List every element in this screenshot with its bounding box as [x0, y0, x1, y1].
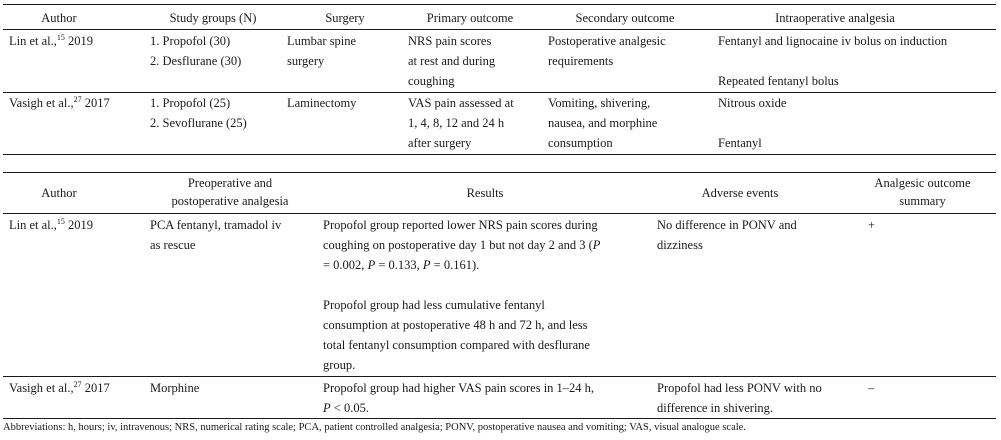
t1-r2-author: Vasigh et al.,27 2017: [9, 95, 110, 111]
t2-header-summary-line-2: summary: [899, 194, 946, 208]
t2-r2-preop: Morphine: [150, 381, 200, 395]
t2-r2-summary: –: [868, 381, 875, 395]
t1-r1-group-2: 2. Desflurane (30): [150, 54, 242, 68]
t1-r1-intraop-line-1: Fentanyl and lignocaine iv bolus on indu…: [718, 34, 948, 48]
t2-r1-author: Lin et al.,15 2019: [9, 217, 94, 233]
t1-r2-primary-line-1: VAS pain assessed at: [408, 96, 514, 110]
t2-r2-results-line-1: Propofol group had higher VAS pain score…: [323, 381, 595, 395]
t1-r1-surgery-line-1: Lumbar spine: [287, 34, 357, 48]
t1-r1-secondary-line-1: Postoperative analgesic: [548, 34, 666, 48]
t2-r1-summary: +: [868, 218, 876, 232]
t2-r1-adverse-line-2: dizziness: [657, 238, 703, 252]
t1-header-primary-outcome: Primary outcome: [426, 11, 514, 25]
t2-r2-author: Vasigh et al.,27 2017: [9, 380, 110, 396]
t2-r1-adverse-line-1: No difference in PONV and: [657, 218, 797, 232]
table-2-row-rule: [3, 376, 996, 377]
t2-r1-results-line-1: Propofol group reported lower NRS pain s…: [323, 218, 598, 232]
t2-header-preop-line-2: postoperative analgesia: [171, 194, 289, 208]
table-1-bottom-rule: [3, 154, 996, 155]
table-1-header-rule: [3, 29, 996, 30]
t2-r2-adverse-line-1: Propofol had less PONV with no: [657, 381, 822, 395]
t2-r1-results-p2-line-2: consumption at postoperative 48 h and 72…: [323, 318, 588, 332]
table-1-row-rule: [3, 92, 996, 93]
t1-r1-author: Lin et al.,15 2019: [9, 33, 94, 49]
t1-r2-group-2: 2. Sevoflurane (25): [150, 116, 247, 130]
t1-r2-group-1: 1. Propofol (25): [150, 96, 231, 110]
t1-r2-secondary-line-2: nausea, and morphine: [548, 116, 658, 130]
t2-r1-results-p2-line-4: group.: [323, 358, 356, 372]
table-1-top-rule: [3, 4, 996, 5]
abbreviations-footnote: Abbreviations: h, hours; iv, intravenous…: [3, 422, 746, 433]
t1-r2-surgery: Laminectomy: [287, 96, 357, 110]
t1-header-intraoperative-analgesia: Intraoperative analgesia: [775, 11, 895, 25]
t1-r2-secondary-line-1: Vomiting, shivering,: [548, 96, 651, 110]
t2-header-results: Results: [466, 186, 504, 200]
t2-r2-results-line-2: P < 0.05.: [323, 401, 369, 415]
t1-r1-intraop-line-2: Repeated fentanyl bolus: [718, 74, 839, 88]
t1-header-study-groups: Study groups (N): [169, 11, 257, 25]
table-2-top-rule: [3, 172, 996, 173]
t1-r1-primary-line-3: coughing: [408, 74, 455, 88]
t2-r1-preop-line-1: PCA fentanyl, tramadol iv: [150, 218, 282, 232]
t1-header-surgery: Surgery: [325, 11, 365, 25]
t1-r2-primary-line-2: 1, 4, 8, 12 and 24 h: [408, 116, 505, 130]
t1-r1-surgery-line-2: surgery: [287, 54, 325, 68]
t1-header-secondary-outcome: Secondary outcome: [575, 11, 675, 25]
t2-header-preop-line-1: Preoperative and: [187, 176, 273, 190]
t2-r2-adverse-line-2: difference in shivering.: [657, 401, 774, 415]
t1-r1-primary-line-1: NRS pain scores: [408, 34, 492, 48]
t1-r2-intraop-line-2: Fentanyl: [718, 136, 762, 150]
t2-r1-results-p2-line-1: Propofol group had less cumulative fenta…: [323, 298, 545, 312]
t2-r1-results-p2-line-3: total fentanyl consumption compared with…: [323, 338, 590, 352]
t2-r1-results-line-2: coughing on postoperative day 1 but not …: [323, 238, 601, 252]
t2-r1-results-line-3: = 0.002, P = 0.133, P = 0.161).: [323, 258, 480, 272]
t2-header-summary-line-1: Analgesic outcome: [874, 176, 971, 190]
t1-r2-primary-line-3: after surgery: [408, 136, 472, 150]
t2-header-author: Author: [41, 186, 77, 200]
t2-r1-preop-line-2: as rescue: [150, 238, 196, 252]
t1-header-author: Author: [41, 11, 77, 25]
table-2-header-rule: [3, 213, 996, 214]
t1-r1-primary-line-2: at rest and during: [408, 54, 496, 68]
t1-r2-secondary-line-3: consumption: [548, 136, 613, 150]
t1-r1-group-1: 1. Propofol (30): [150, 34, 231, 48]
table-2-bottom-rule: [3, 418, 996, 419]
t2-header-adverse-events: Adverse events: [701, 186, 779, 200]
t1-r1-secondary-line-2: requirements: [548, 54, 614, 68]
t1-r2-intraop-line-1: Nitrous oxide: [718, 96, 787, 110]
